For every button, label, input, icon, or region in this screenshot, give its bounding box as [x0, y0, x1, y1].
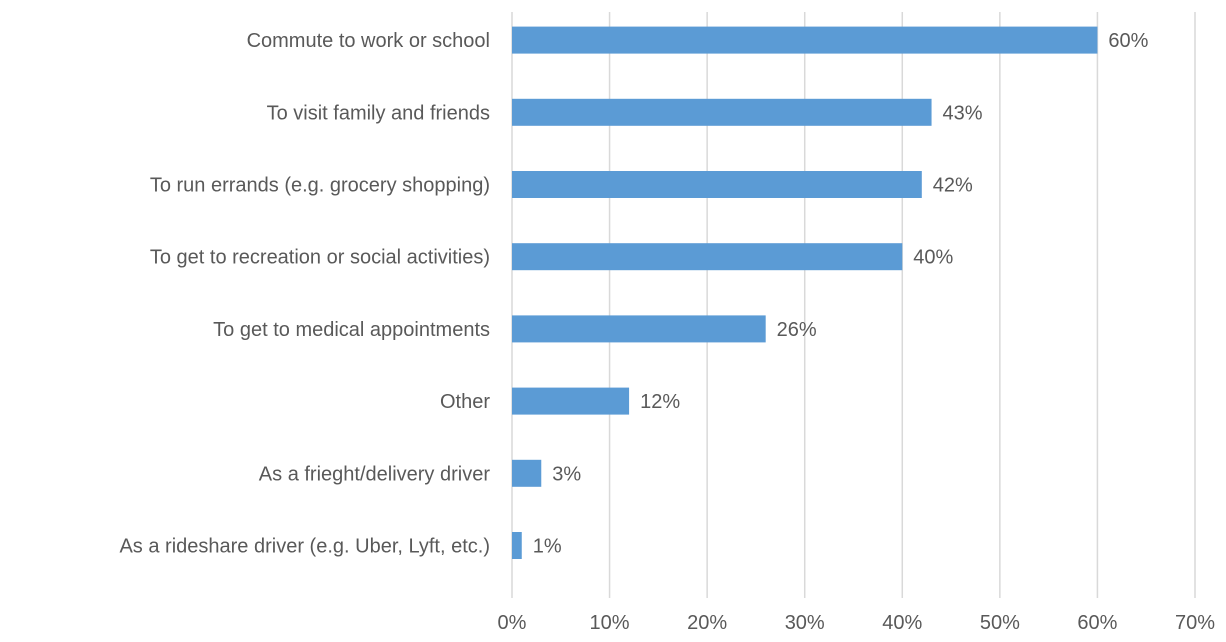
data-labels: 60% 43% 42% 40% 26% 12% 3% 1%: [533, 30, 1149, 557]
x-tick-label: 60%: [1077, 612, 1117, 634]
data-label: 42%: [933, 175, 973, 197]
category-label: As a rideshare driver (e.g. Uber, Lyft, …: [119, 536, 490, 558]
data-label: 40%: [913, 247, 953, 269]
bar: [512, 26, 1098, 54]
x-tick-label: 50%: [980, 612, 1020, 634]
bar: [512, 98, 932, 126]
bar: [512, 532, 522, 559]
data-label: 12%: [640, 391, 680, 413]
category-labels: Commute to work or school To visit family…: [119, 30, 490, 557]
bar: [512, 387, 630, 415]
bar: [512, 243, 903, 271]
bar: [512, 459, 542, 487]
x-tick-label: 10%: [590, 612, 630, 634]
x-axis-tick-labels: 0% 10% 20% 30% 40% 50% 60% 70%: [498, 612, 1216, 634]
x-tick-label: 0%: [498, 612, 527, 634]
data-label: 3%: [552, 463, 581, 485]
bars: [512, 26, 1098, 559]
category-label: To get to medical appointments: [213, 319, 490, 341]
category-label: To run errands (e.g. grocery shopping): [150, 175, 490, 197]
x-tick-label: 70%: [1175, 612, 1215, 634]
x-tick-label: 30%: [785, 612, 825, 634]
category-label: As a frieght/delivery driver: [259, 463, 491, 485]
category-label: Commute to work or school: [247, 30, 490, 52]
category-label: To get to recreation or social activitie…: [150, 247, 490, 269]
data-label: 1%: [533, 536, 562, 558]
category-label: Other: [440, 391, 490, 413]
bar: [512, 171, 922, 198]
category-label: To visit family and friends: [267, 102, 490, 124]
data-label: 26%: [777, 319, 817, 341]
data-label: 60%: [1108, 30, 1148, 52]
data-label: 43%: [943, 102, 983, 124]
bar: [512, 315, 766, 343]
x-tick-label: 40%: [882, 612, 922, 634]
x-tick-label: 20%: [687, 612, 727, 634]
